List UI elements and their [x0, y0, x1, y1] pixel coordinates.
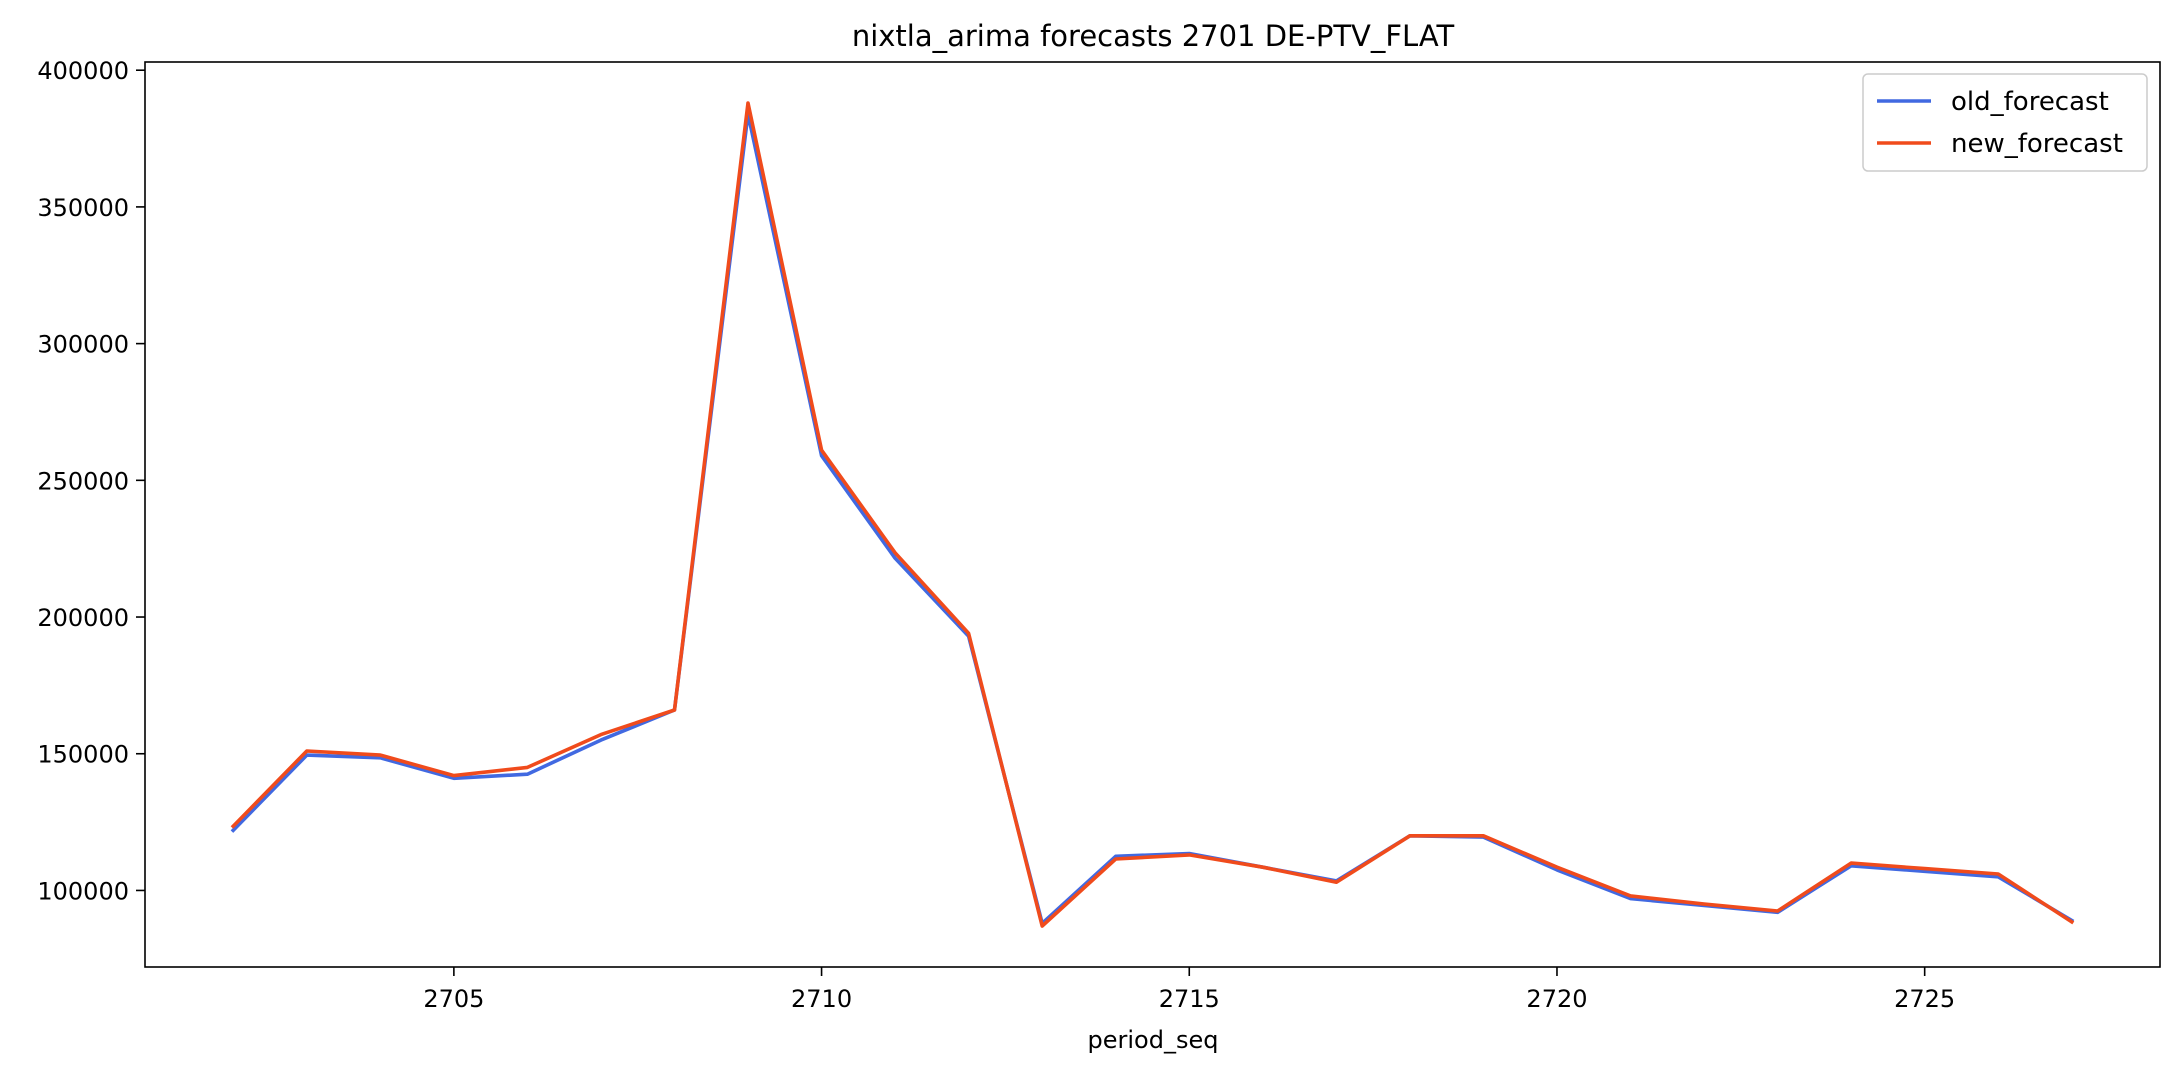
y-tick-label: 300000	[37, 331, 129, 359]
legend-label: new_forecast	[1951, 129, 2123, 159]
x-axis-label: period_seq	[1088, 1026, 1219, 1054]
x-tick-label: 2710	[791, 985, 852, 1013]
y-tick-label: 250000	[37, 467, 129, 495]
series-line-old-forecast	[230, 112, 2075, 926]
x-axis: 2705 2710 2715 2720 2725	[423, 967, 1955, 1013]
y-tick-label: 100000	[37, 877, 129, 905]
legend-box	[1862, 73, 2148, 172]
x-tick-label: 2705	[423, 985, 484, 1013]
x-tick-label: 2720	[1526, 985, 1587, 1013]
y-axis: 100000 150000 200000 250000 300000 350000 4000…	[37, 57, 145, 905]
x-tick-label: 2715	[1159, 985, 1220, 1013]
chart-title: nixtla_arima forecasts 2701 DE-PTV_FLAT	[852, 19, 1455, 53]
x-tick-label: 2725	[1894, 985, 1955, 1013]
legend: old_forecast new_forecast	[1862, 73, 2148, 172]
y-tick-label: 350000	[37, 194, 129, 222]
series-line-new-forecast	[230, 101, 2075, 928]
plot-frame	[144, 61, 2161, 968]
y-tick-label: 400000	[37, 57, 129, 85]
legend-label: old_forecast	[1951, 87, 2109, 117]
y-tick-label: 150000	[37, 741, 129, 769]
y-tick-label: 200000	[37, 604, 129, 632]
plot-lines	[230, 101, 2075, 928]
